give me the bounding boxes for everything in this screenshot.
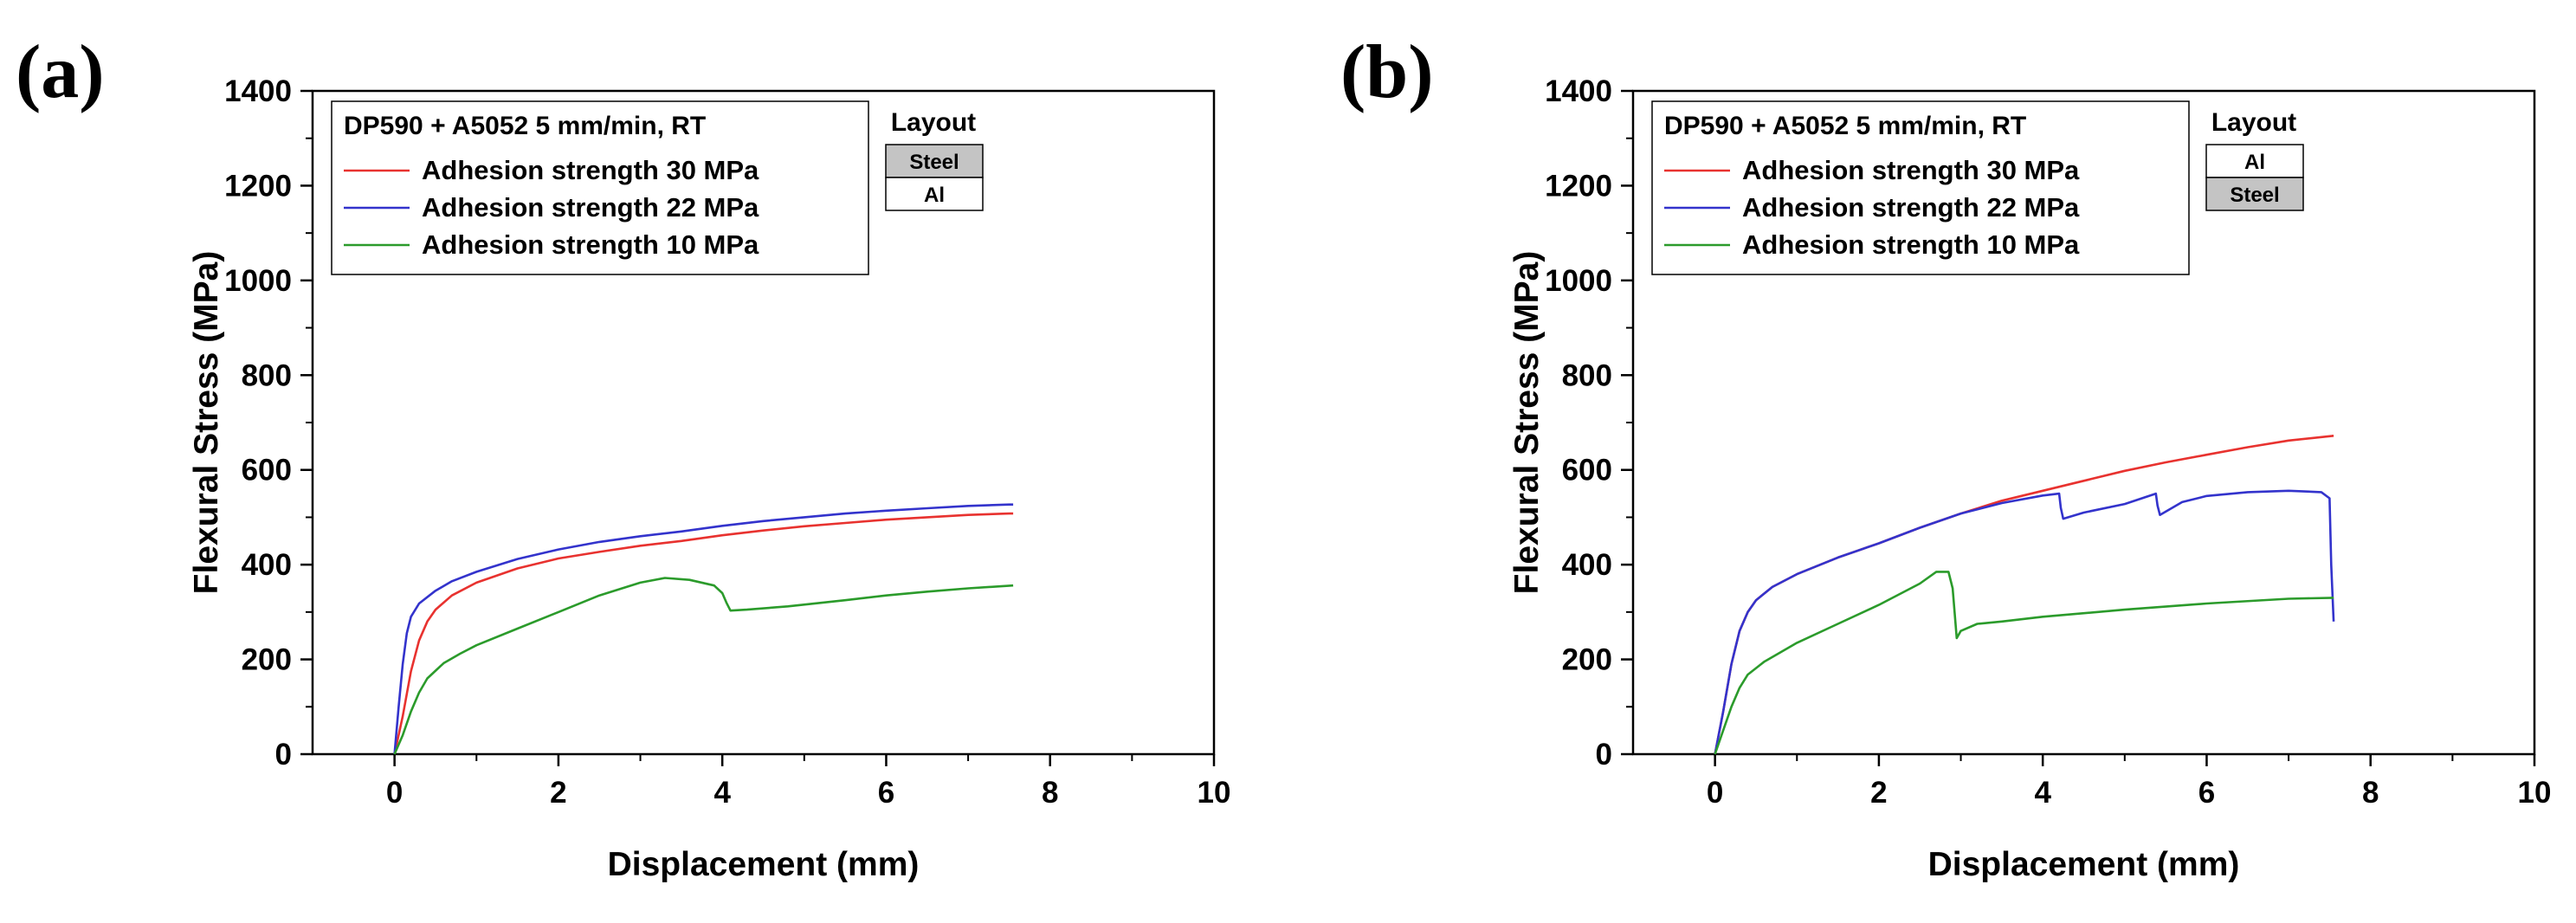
panel-label: (a)	[16, 30, 105, 114]
series-line	[1714, 571, 2334, 755]
y-tick-label: 1200	[1545, 169, 1612, 203]
chart-panel-b: (b) 0 2 4 6 8 10 0 200 400 600 800 1000 1200 1400 Displ…	[1340, 30, 2551, 883]
legend-entry: Adhesion strength 30 MPa	[422, 155, 759, 185]
legend-entry: Adhesion strength 22 MPa	[422, 192, 759, 223]
chart-panel-a: (a) 0 2 4 6 8 10 0 200 400 600 800 1000 1200 1400 Displ…	[16, 30, 1230, 883]
y-tick-label: 600	[242, 454, 292, 487]
y-axis-title: Flexural Stress (MPa)	[1508, 251, 1546, 595]
x-tick-label: 4	[2034, 776, 2051, 810]
legend-entry: Adhesion strength 10 MPa	[1742, 229, 2080, 260]
x-tick-label: 2	[550, 776, 566, 810]
x-tick-label: 2	[1870, 776, 1887, 810]
y-tick-label: 400	[1562, 548, 1612, 582]
layout-layer-label: Steel	[909, 151, 959, 174]
y-tick-label: 1000	[224, 264, 292, 298]
series-line	[393, 512, 1014, 755]
x-tick-label: 10	[1198, 776, 1231, 810]
x-tick-label: 0	[1707, 776, 1723, 810]
x-tick-label: 8	[1042, 776, 1058, 810]
y-tick-label: 1400	[1545, 74, 1612, 108]
x-tick-label: 0	[386, 776, 403, 810]
y-axis-title: Flexural Stress (MPa)	[188, 251, 225, 595]
y-tick-label: 1200	[224, 169, 292, 203]
legend-title: DP590 + A5052 5 mm/min, RT	[344, 112, 706, 140]
y-tick-label: 200	[1562, 643, 1612, 677]
x-tick-label: 4	[713, 776, 731, 810]
y-tick-label: 1400	[224, 74, 292, 108]
y-tick-label: 1000	[1545, 264, 1612, 298]
layout-layer-label: Al	[2244, 151, 2265, 174]
y-tick-label: 800	[1562, 358, 1612, 392]
x-tick-label: 8	[2362, 776, 2379, 810]
series-line	[1714, 489, 2335, 755]
legend-entry: Adhesion strength 10 MPa	[422, 229, 759, 260]
x-tick-label: 10	[2518, 776, 2552, 810]
x-axis-title: Displacement (mm)	[608, 846, 920, 883]
series-line	[1714, 435, 2334, 755]
series-line	[393, 577, 1014, 755]
legend-box	[331, 100, 869, 275]
legend-entry: Adhesion strength 30 MPa	[1742, 155, 2080, 185]
y-tick-label: 200	[242, 643, 292, 677]
y-tick-label: 0	[275, 738, 292, 771]
x-tick-label: 6	[878, 776, 894, 810]
layout-layer	[2205, 144, 2304, 178]
x-tick-label: 6	[2198, 776, 2215, 810]
x-axis-title: Displacement (mm)	[1928, 846, 2240, 883]
layout-title: Layout	[2211, 108, 2296, 137]
legend-entry: Adhesion strength 22 MPa	[1742, 192, 2080, 223]
layout-layer	[2205, 177, 2304, 211]
y-tick-label: 600	[1562, 454, 1612, 487]
layout-layer-label: Steel	[2230, 184, 2279, 207]
legend-title: DP590 + A5052 5 mm/min, RT	[1664, 112, 2026, 140]
layout-title: Layout	[891, 108, 976, 137]
layout-layer-label: Al	[924, 184, 945, 207]
series-line	[393, 503, 1014, 755]
panel-label: (b)	[1340, 30, 1434, 114]
legend-box	[1651, 100, 2190, 275]
layout-layer	[885, 177, 984, 211]
y-tick-label: 0	[1596, 738, 1612, 771]
y-tick-label: 800	[242, 358, 292, 392]
y-tick-label: 400	[242, 548, 292, 582]
